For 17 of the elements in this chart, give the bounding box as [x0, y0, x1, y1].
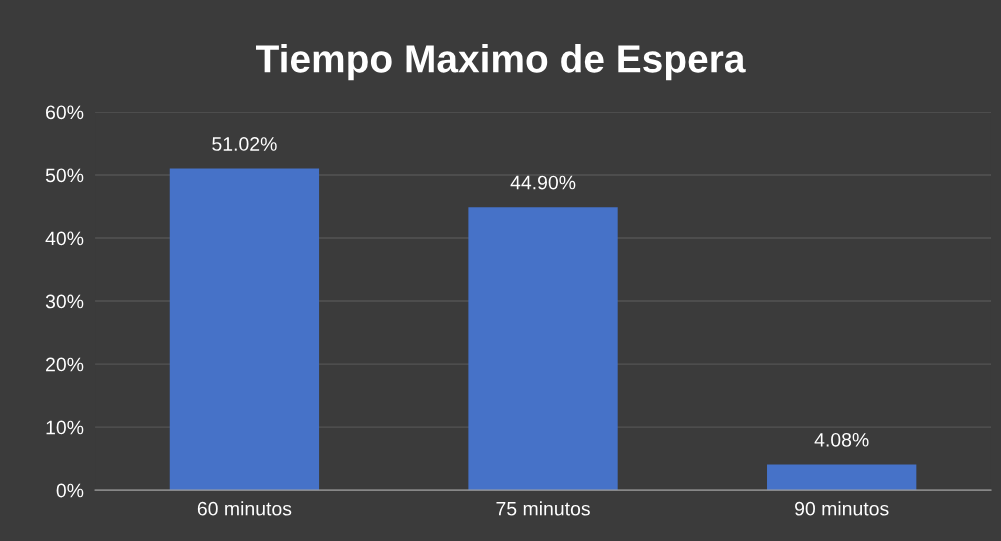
data-label: 44.90%	[510, 175, 576, 190]
bar	[767, 464, 917, 491]
bar	[169, 168, 320, 491]
y-tick-label: 40%	[45, 231, 84, 246]
y-tick-label: 10%	[46, 420, 84, 435]
y-tick-label: 30%	[45, 294, 84, 309]
data-label: 4.08%	[814, 432, 869, 447]
x-tick-label: 75 minutos	[496, 501, 590, 516]
x-tick-label: 60 minutos	[197, 501, 292, 516]
y-tick-label: 20%	[46, 357, 84, 372]
y-tick-label: 50%	[45, 168, 84, 183]
data-label: 51.02%	[212, 137, 277, 151]
x-tick-label: 90 minutos	[795, 501, 889, 516]
y-tick-label: 0%	[56, 483, 84, 498]
y-tick-label: 60%	[46, 105, 84, 120]
chart-title: Tiempo Maximo de Espera	[256, 44, 746, 81]
bar	[468, 207, 618, 491]
